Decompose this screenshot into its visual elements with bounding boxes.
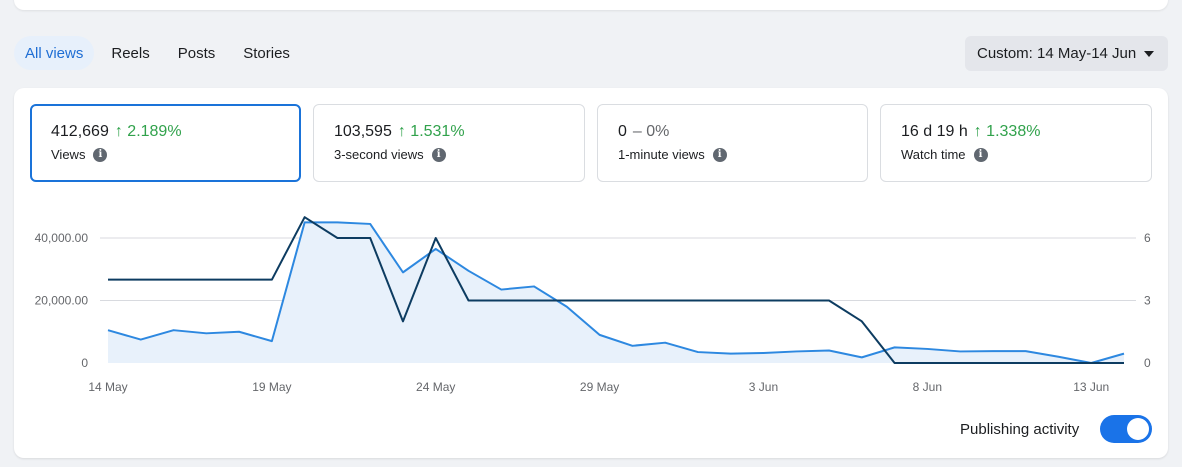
y-left-tick-label: 0 [81, 356, 88, 370]
x-tick-label: 8 Jun [913, 380, 942, 394]
y-right-tick-label: 0 [1144, 356, 1151, 370]
metric-delta: ↑ 2.189% [114, 123, 182, 140]
tab-posts[interactable]: Posts [177, 44, 216, 62]
publishing-activity-toggle[interactable] [1100, 415, 1152, 443]
metric-value: 0 [618, 123, 627, 140]
metric-card-3-second-views[interactable]: 103,595 ↑ 1.531% 3-second views i [313, 104, 585, 182]
tab-reels[interactable]: Reels [111, 44, 150, 62]
x-tick-label: 3 Jun [749, 380, 778, 394]
publishing-activity-line [108, 216, 1124, 364]
metric-delta: ↑ 1.338% [973, 123, 1041, 140]
info-icon[interactable]: i [973, 147, 988, 162]
x-tick-label: 29 May [580, 380, 619, 394]
views-line [107, 221, 1125, 364]
info-icon[interactable]: i [93, 147, 108, 162]
info-icon[interactable]: i [712, 147, 727, 162]
metric-delta: ↑ 1.531% [397, 123, 465, 140]
previous-card-edge [14, 0, 1168, 10]
y-left-tick-label: 40,000.00 [35, 231, 89, 245]
content-type-tabs: All views Reels Posts Stories [14, 36, 301, 70]
tab-all-views[interactable]: All views [14, 36, 95, 70]
publishing-activity-label: Publishing activity [960, 421, 1080, 438]
date-range-label: Custom: 14 May-14 Jun [977, 45, 1137, 62]
metric-delta: – 0% [632, 123, 670, 140]
metric-card-1-minute-views[interactable]: 0 – 0% 1-minute views i [597, 104, 868, 182]
x-tick-label: 13 Jun [1073, 380, 1109, 394]
metric-value: 412,669 [51, 123, 109, 140]
y-right-tick-label: 6 [1144, 231, 1151, 245]
caret-down-icon [1144, 51, 1154, 57]
views-line-chart: 0 0 20,000.00 3 40,000.00 6 14 May 19 May 24 May… [35, 216, 1151, 394]
metric-card-views[interactable]: 412,669 ↑ 2.189% Views i [30, 104, 301, 182]
tab-stories[interactable]: Stories [243, 44, 290, 62]
info-icon[interactable]: i [431, 147, 446, 162]
metric-card-watch-time[interactable]: 16 d 19 h ↑ 1.338% Watch time i [880, 104, 1152, 182]
metric-value: 103,595 [334, 123, 392, 140]
y-left-tick-label: 20,000.00 [35, 294, 89, 308]
x-tick-label: 24 May [416, 380, 455, 394]
metric-label: 1-minute views [618, 147, 705, 162]
metric-label: Views [51, 147, 86, 162]
metric-label: Watch time [901, 147, 966, 162]
x-tick-label: 14 May [88, 380, 127, 394]
date-range-dropdown[interactable]: Custom: 14 May-14 Jun [965, 36, 1168, 71]
metric-value: 16 d 19 h [901, 123, 968, 140]
metric-label: 3-second views [334, 147, 424, 162]
toggle-knob [1127, 418, 1149, 440]
x-tick-label: 19 May [252, 380, 291, 394]
views-area [108, 222, 1124, 363]
y-right-tick-label: 3 [1144, 294, 1151, 308]
